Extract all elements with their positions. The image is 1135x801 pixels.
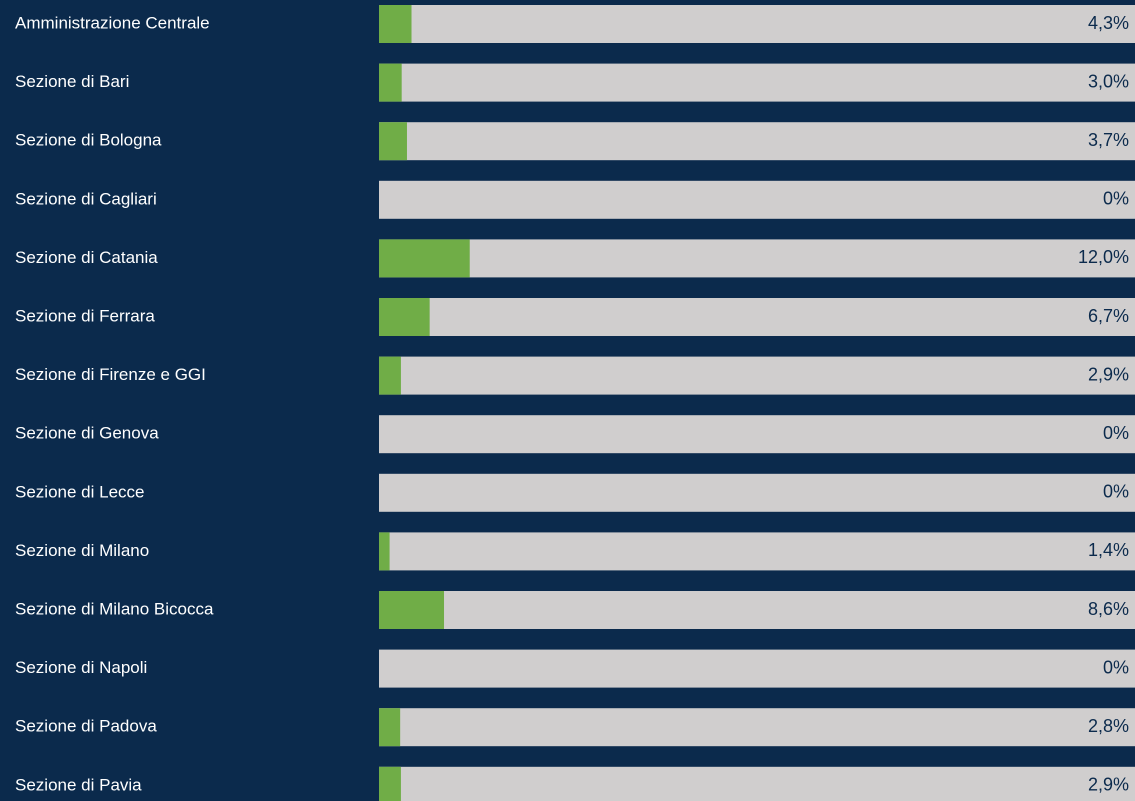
bar-track — [379, 356, 1135, 395]
bar-track — [379, 298, 1135, 336]
category-label: Sezione di Genova — [15, 424, 159, 443]
category-label: Sezione di Milano — [15, 541, 149, 560]
category-label: Sezione di Cagliari — [15, 189, 157, 208]
category-label: Sezione di Pavia — [15, 775, 142, 794]
category-label: Sezione di Bari — [15, 72, 129, 91]
bar-track — [379, 122, 1135, 161]
category-label: Sezione di Padova — [15, 717, 157, 736]
category-label: Sezione di Lecce — [15, 482, 144, 501]
value-label: 2,8% — [1088, 716, 1129, 736]
category-label: Sezione di Firenze e GGI — [15, 365, 206, 384]
value-label: 8,6% — [1088, 599, 1129, 619]
bar — [379, 766, 401, 801]
value-label: 2,9% — [1088, 775, 1129, 795]
bar-track — [379, 708, 1135, 747]
bar-track — [379, 649, 1135, 688]
bar — [379, 708, 401, 747]
bar — [379, 5, 412, 43]
bar-track — [379, 532, 1135, 571]
bar-track — [379, 766, 1135, 801]
bar-track — [379, 415, 1135, 454]
bar-track — [379, 180, 1135, 219]
category-label: Sezione di Napoli — [15, 658, 147, 677]
bar — [379, 532, 390, 571]
category-label: Sezione di Catania — [15, 248, 158, 267]
bar — [379, 239, 470, 278]
bar — [379, 298, 430, 336]
value-label: 12,0% — [1078, 247, 1129, 267]
category-label: Sezione di Milano Bicocca — [15, 599, 214, 618]
bar — [379, 122, 407, 161]
value-label: 1,4% — [1088, 540, 1129, 560]
bar — [379, 356, 401, 395]
value-label: 0% — [1103, 423, 1129, 443]
value-label: 0% — [1103, 482, 1129, 502]
value-label: 3,0% — [1088, 71, 1129, 91]
value-label: 6,7% — [1088, 306, 1129, 326]
bar — [379, 63, 402, 102]
value-label: 2,9% — [1088, 364, 1129, 384]
value-label: 0% — [1103, 189, 1129, 209]
category-label: Amministrazione Centrale — [15, 13, 210, 32]
bar-track — [379, 63, 1135, 102]
value-label: 3,7% — [1088, 130, 1129, 150]
category-label: Sezione di Bologna — [15, 131, 162, 150]
bar — [379, 591, 445, 629]
value-label: 0% — [1103, 657, 1129, 677]
bar-track — [379, 239, 1135, 278]
bar-track — [379, 5, 1135, 43]
bar-track — [379, 473, 1135, 512]
category-label: Sezione di Ferrara — [15, 306, 155, 325]
bar-track — [379, 591, 1135, 629]
value-label: 4,3% — [1088, 13, 1129, 33]
